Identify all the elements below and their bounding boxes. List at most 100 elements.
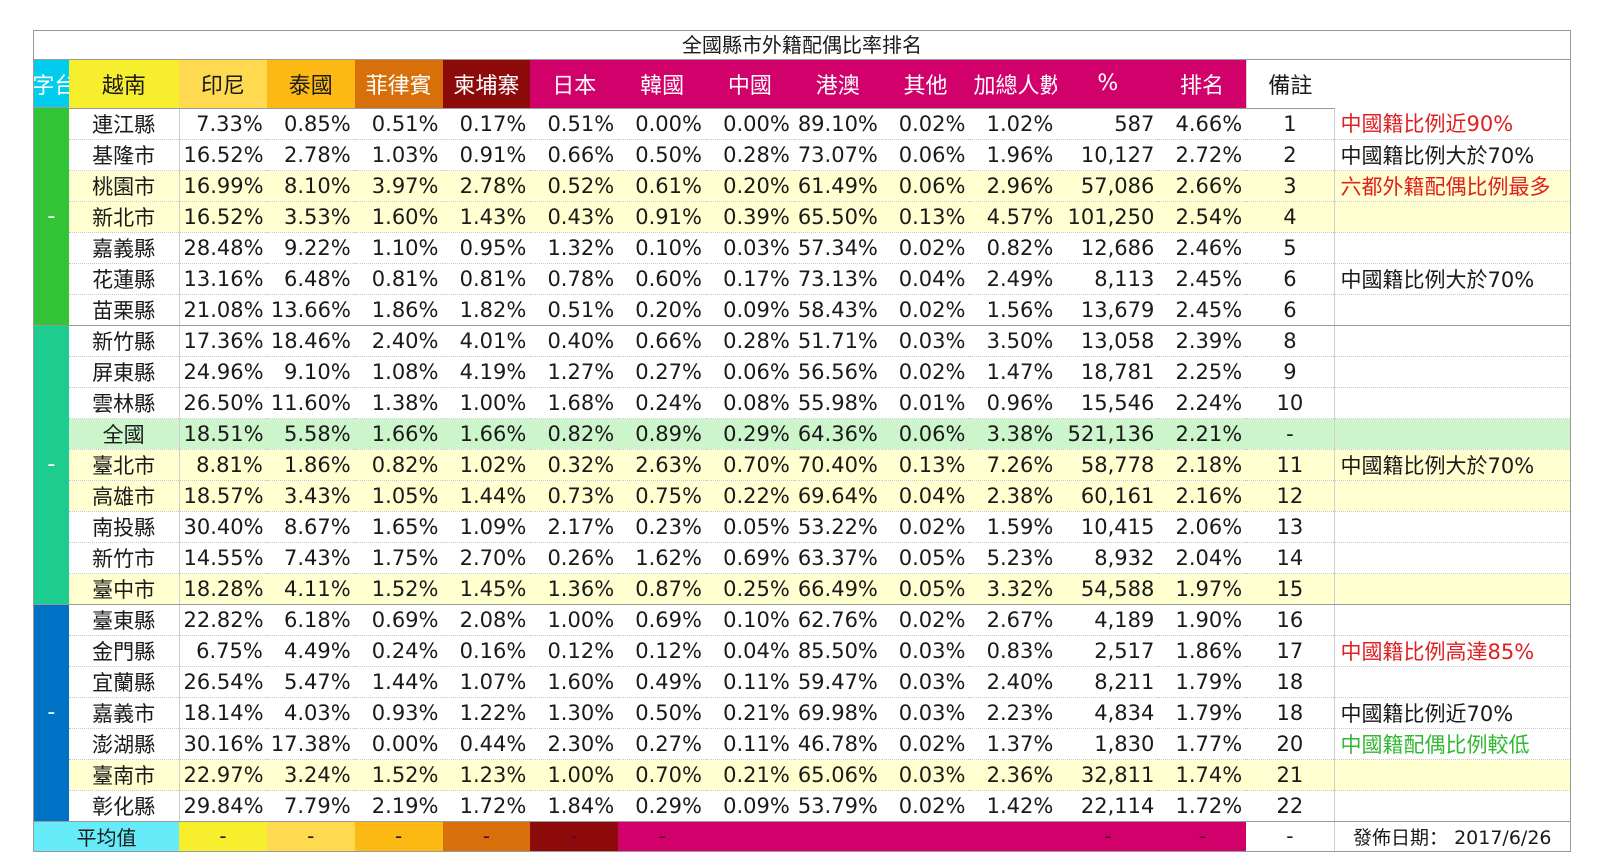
- cell-japan: 2.63%: [618, 449, 706, 481]
- cell-other: 2.49%: [969, 263, 1058, 295]
- cell-korea: 0.21%: [705, 697, 794, 729]
- cell-percent: 2.46%: [1158, 232, 1247, 264]
- table-row: 臺中市 18.28% 4.11% 1.52% 1.45% 1.36% 0.87% 0.25% 6…: [34, 573, 1570, 605]
- cell-indonesia: 6.18%: [266, 604, 355, 636]
- cell-other: 7.26%: [969, 449, 1058, 481]
- cell-hk-macau: 0.06%: [881, 170, 970, 202]
- cell-philippines: 0.44%: [442, 728, 531, 760]
- cell-japan: 0.91%: [618, 201, 706, 233]
- cell-percent: 2.21%: [1158, 418, 1247, 450]
- note-cell: [1333, 387, 1570, 419]
- table-row: 基隆市 16.52% 2.78% 1.03% 0.91% 0.66% 0.50% 0.28% 7…: [34, 139, 1570, 171]
- col-header-note: 備註: [1245, 60, 1335, 109]
- cell-hk-macau: 0.03%: [881, 697, 970, 729]
- table-row: 南投縣 30.40% 8.67% 1.65% 1.09% 2.17% 0.23% 0.05% 5…: [34, 511, 1570, 543]
- cell-vietnam: 18.14%: [179, 697, 267, 729]
- cell-thailand: 0.69%: [354, 604, 443, 636]
- cell-hk-macau: 0.02%: [881, 294, 970, 326]
- col-header-cambodia: 柬埔寨: [442, 60, 531, 109]
- county-name: 新北市: [68, 201, 180, 233]
- cell-total: 32,811: [1057, 759, 1159, 791]
- cell-philippines: 1.09%: [442, 511, 531, 543]
- cell-hk-macau: 0.03%: [881, 759, 970, 791]
- cell-korea: 0.39%: [705, 201, 794, 233]
- cell-hk-macau: 0.06%: [881, 418, 970, 450]
- cell-cambodia: 0.32%: [530, 449, 619, 481]
- note-cell: [1333, 418, 1570, 450]
- col-header-korea: 韓國: [618, 60, 706, 109]
- cell-hk-macau: 0.03%: [881, 635, 970, 667]
- cell-percent: 2.54%: [1158, 201, 1247, 233]
- table-row: 金門縣 6.75% 4.49% 0.24% 0.16% 0.12% 0.12% 0.04% 85…: [34, 635, 1570, 667]
- cell-philippines: 1.02%: [442, 449, 531, 481]
- cell-vietnam: 16.52%: [179, 139, 267, 171]
- note-cell: [1333, 511, 1570, 543]
- cell-percent: 2.45%: [1158, 263, 1247, 295]
- cell-total: 58,778: [1057, 449, 1159, 481]
- cell-philippines: 0.95%: [442, 232, 531, 264]
- cell-thailand: 1.65%: [354, 511, 443, 543]
- ranking-sheet: 全國縣市外籍配偶比率排名 數字台灣 越南印尼泰國菲律賓柬埔寨日本韓國中國港澳其他…: [33, 30, 1571, 852]
- cell-total: 13,058: [1057, 325, 1159, 357]
- cell-other: 5.23%: [969, 542, 1058, 574]
- cell-vietnam: 26.54%: [179, 666, 267, 698]
- cell-japan: 1.62%: [618, 542, 706, 574]
- cell-hk-macau: 0.04%: [881, 263, 970, 295]
- cell-percent: 2.39%: [1158, 325, 1247, 357]
- cell-philippines: 1.07%: [442, 666, 531, 698]
- cell-percent: 4.66%: [1158, 108, 1247, 140]
- cell-philippines: 0.17%: [442, 108, 531, 140]
- cell-philippines: 2.08%: [442, 604, 531, 636]
- cell-thailand: 1.52%: [354, 573, 443, 605]
- cell-total: 587: [1057, 108, 1159, 140]
- cell-philippines: 1.44%: [442, 480, 531, 512]
- cell-indonesia: 4.03%: [266, 697, 355, 729]
- cell-rank: 18: [1246, 697, 1335, 729]
- cell-korea: 0.11%: [705, 728, 794, 760]
- note-cell: 中國籍比例大於70%: [1333, 449, 1570, 481]
- cell-rank: 6: [1246, 263, 1335, 295]
- cell-korea: 0.06%: [705, 356, 794, 388]
- cell-other: 3.32%: [969, 573, 1058, 605]
- county-name: 花蓮縣: [68, 263, 180, 295]
- note-cell: [1333, 759, 1570, 791]
- cell-other: 2.38%: [969, 480, 1058, 512]
- cell-vietnam: 16.52%: [179, 201, 267, 233]
- table-row: 全國 18.51% 5.58% 1.66% 1.66% 0.82% 0.89% 0.29% 64…: [34, 418, 1570, 450]
- cell-china: 56.56%: [793, 356, 882, 388]
- cell-japan: 0.70%: [618, 759, 706, 791]
- cell-cambodia: 0.12%: [530, 635, 619, 667]
- cell-other: 1.02%: [969, 108, 1058, 140]
- cell-vietnam: 21.08%: [179, 294, 267, 326]
- cell-total: 4,189: [1057, 604, 1159, 636]
- cell-philippines: 1.43%: [442, 201, 531, 233]
- cell-indonesia: 5.58%: [266, 418, 355, 450]
- county-name: 澎湖縣: [68, 728, 180, 760]
- cell-rank: 4: [1246, 201, 1335, 233]
- note-cell: 中國籍配偶比例較低: [1333, 728, 1570, 760]
- cell-other: 1.37%: [969, 728, 1058, 760]
- cell-thailand: 3.97%: [354, 170, 443, 202]
- cell-china: 57.34%: [793, 232, 882, 264]
- cell-philippines: 4.01%: [442, 325, 531, 357]
- county-name: 臺北市: [68, 449, 180, 481]
- note-cell: 中國籍比例近90%: [1333, 108, 1570, 140]
- cell-cambodia: 0.66%: [530, 139, 619, 171]
- cell-china: 89.10%: [793, 108, 882, 140]
- cell-other: 2.36%: [969, 759, 1058, 791]
- cell-cambodia: 0.78%: [530, 263, 619, 295]
- cell-china: 69.64%: [793, 480, 882, 512]
- table-row: 高雄市 18.57% 3.43% 1.05% 1.44% 0.73% 0.75% 0.22% 6…: [34, 480, 1570, 512]
- cell-china: 69.98%: [793, 697, 882, 729]
- cell-total: 60,161: [1057, 480, 1159, 512]
- cell-korea: 0.03%: [705, 232, 794, 264]
- cell-percent: 2.18%: [1158, 449, 1247, 481]
- cell-philippines: 1.45%: [442, 573, 531, 605]
- note-cell: [1333, 480, 1570, 512]
- table-row: 嘉義縣 28.48% 9.22% 1.10% 0.95% 1.32% 0.10% 0.03% 5…: [34, 232, 1570, 264]
- cell-thailand: 0.51%: [354, 108, 443, 140]
- footer-row: 平均值 - - - - - - - - - 發佈日期： 2017/6/26: [34, 820, 1570, 851]
- brand-label: 數字台灣: [34, 73, 69, 99]
- cell-other: 0.83%: [969, 635, 1058, 667]
- cell-thailand: 1.08%: [354, 356, 443, 388]
